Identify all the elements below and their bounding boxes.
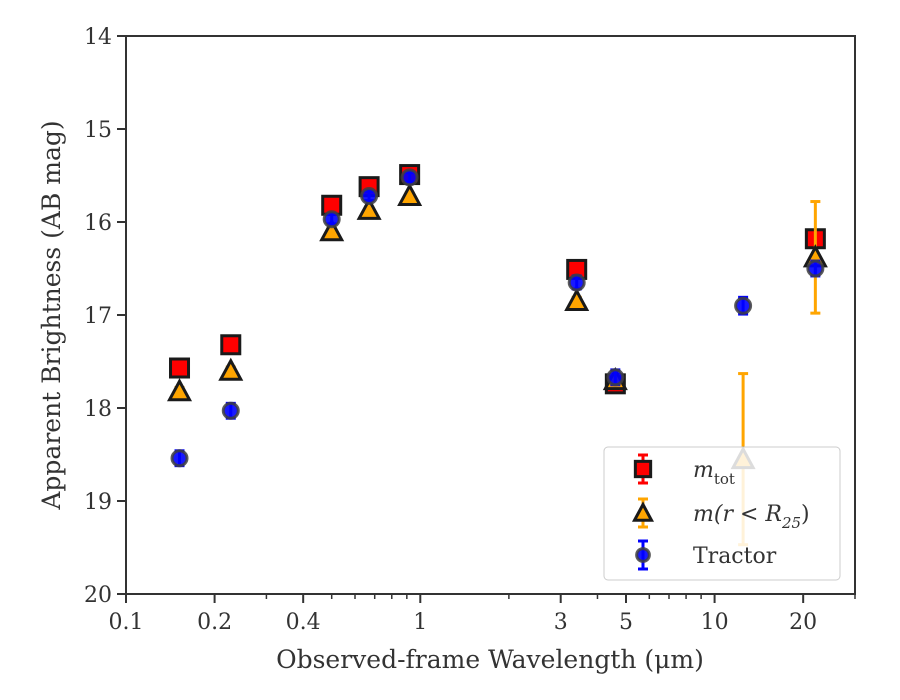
- data-point: [397, 182, 423, 206]
- legend-entry-tractor: Tractor: [635, 539, 777, 571]
- legend-square-marker: [633, 459, 653, 479]
- data-point: [166, 378, 193, 402]
- legend-label: Tractor: [693, 544, 777, 569]
- x-tick-label: 1: [413, 610, 427, 635]
- data-point: [319, 218, 345, 242]
- circle-marker: [170, 449, 189, 468]
- triangle-marker: [397, 182, 423, 206]
- x-tick-label: 0.1: [109, 610, 144, 635]
- square-marker: [220, 334, 242, 356]
- series-tractor: [170, 168, 825, 468]
- x-tick-label: 3: [554, 610, 568, 635]
- x-tick-label: 20: [789, 610, 817, 635]
- y-axis-label: Apparent Brightness (AB mag): [37, 120, 66, 510]
- data-point: [360, 186, 379, 205]
- y-tick-label: 18: [84, 397, 112, 422]
- triangle-marker: [356, 196, 382, 220]
- data-point: [802, 200, 828, 315]
- data-point: [400, 168, 419, 187]
- triangle-marker: [564, 287, 590, 312]
- circle-marker: [734, 296, 753, 315]
- y-tick-label: 17: [84, 304, 112, 329]
- data-point: [356, 196, 382, 220]
- triangle-marker: [166, 378, 193, 402]
- legend-label: m(r < R25): [693, 502, 810, 532]
- legend-entry-mtot: mtot: [633, 453, 735, 488]
- data-point: [218, 357, 244, 381]
- data-point: [322, 210, 341, 229]
- data-points: [166, 164, 828, 547]
- y-tick-label: 20: [84, 583, 112, 608]
- data-point: [734, 295, 753, 316]
- data-point: [606, 368, 625, 387]
- data-point: [566, 258, 588, 280]
- data-point: [220, 334, 242, 356]
- triangle-marker: [218, 357, 244, 381]
- data-point: [169, 357, 191, 379]
- legend-frame: [603, 446, 841, 581]
- circle-marker: [360, 186, 379, 205]
- data-point: [806, 259, 825, 278]
- square-marker: [169, 357, 191, 379]
- data-point: [221, 401, 240, 420]
- legend-triangle-marker: [631, 501, 655, 522]
- circle-marker: [606, 368, 625, 387]
- y-tick-label: 14: [84, 25, 112, 50]
- circle-marker: [567, 273, 586, 292]
- y-tick-label: 15: [84, 118, 112, 143]
- series-mtot: [169, 164, 826, 395]
- axis-ticks: 0.1 0.2 0.4 1 3 5 10 20 14 15 16 17 18 19 20: [84, 25, 856, 635]
- circle-marker: [400, 168, 419, 187]
- triangle-marker: [319, 218, 345, 242]
- x-tick-label: 0.4: [286, 610, 321, 635]
- circle-marker: [322, 210, 341, 229]
- x-tick-label: 10: [701, 610, 729, 635]
- plot-frame: [125, 35, 856, 595]
- data-point: [567, 273, 586, 292]
- legend-label: mtot: [693, 458, 735, 488]
- legend: mtot m(r < R25) Tractor: [603, 446, 841, 581]
- x-tick-label: 0.2: [197, 610, 232, 635]
- y-tick-label: 19: [84, 490, 112, 515]
- circle-marker: [806, 259, 825, 278]
- x-tick-label: 5: [619, 610, 633, 635]
- y-tick-label: 16: [84, 211, 112, 236]
- x-axis-label: Observed-frame Wavelength (μm): [276, 645, 704, 674]
- legend-circle-marker: [635, 547, 651, 563]
- data-point: [170, 449, 189, 468]
- circle-marker: [221, 401, 240, 420]
- data-point: [564, 287, 590, 312]
- legend-entry-mr25: m(r < R25): [631, 497, 810, 532]
